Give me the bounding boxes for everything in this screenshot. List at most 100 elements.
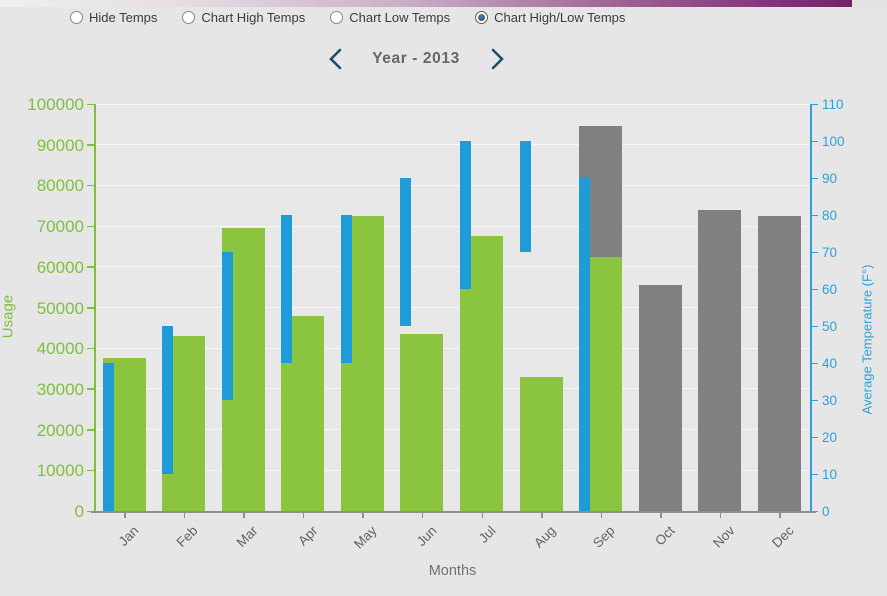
x-axis-line xyxy=(91,511,816,513)
plot-area xyxy=(95,103,810,511)
right-axis-tick-label: 30 xyxy=(822,393,838,408)
gridline xyxy=(95,388,810,390)
left-axis-tick xyxy=(87,469,94,472)
right-axis-tick xyxy=(812,436,818,438)
left-axis-tick xyxy=(87,388,94,390)
radio-label: Chart High Temps xyxy=(201,10,306,25)
window-accent-gradient-bar-end xyxy=(852,0,887,7)
left-axis-tick xyxy=(87,103,94,105)
gridline xyxy=(95,144,810,146)
year-title: Year - 2013 xyxy=(372,50,460,67)
left-axis-tick xyxy=(87,144,94,146)
temp-range-bar-feb xyxy=(162,326,174,474)
left-axis-tick-label: 60000 xyxy=(36,257,84,277)
radio-chart-low-temps[interactable]: Chart Low Temps xyxy=(330,10,450,25)
left-axis-tick xyxy=(87,307,94,309)
no-temp-usage-bar-oct xyxy=(638,285,682,511)
right-axis-tick xyxy=(812,399,818,401)
chevron-right-icon[interactable] xyxy=(487,46,507,72)
left-axis-tick-label: 100000 xyxy=(27,95,84,114)
right-axis-tick xyxy=(812,325,818,327)
gridline xyxy=(95,429,810,431)
temp-range-bar-apr xyxy=(281,215,293,363)
right-axis-tick xyxy=(812,214,818,216)
x-axis-tick xyxy=(600,513,603,518)
x-axis-tick xyxy=(421,513,424,518)
x-axis-tick xyxy=(302,513,305,518)
right-axis-tick xyxy=(812,362,818,364)
year-navigator: Year - 2013 xyxy=(325,44,507,74)
radio-chart-high-temps[interactable]: Chart High Temps xyxy=(182,10,305,25)
radio-icon xyxy=(70,11,83,24)
no-temp-usage-bar-nov xyxy=(698,209,742,511)
left-axis-tick xyxy=(87,184,94,187)
temp-range-bar-may xyxy=(340,215,352,363)
right-axis-tick-label: 90 xyxy=(822,171,838,186)
right-axis-tick xyxy=(812,288,818,290)
right-axis-tick-label: 20 xyxy=(822,430,838,445)
left-axis-tick-label: 40000 xyxy=(36,339,84,359)
usage-bar-jun xyxy=(400,333,444,511)
right-axis-title: Average Temperature (F°) xyxy=(859,264,875,415)
left-axis-tick xyxy=(87,510,94,512)
x-axis-tick xyxy=(719,513,722,518)
temp-range-bar-aug xyxy=(519,141,531,252)
right-axis-tick-label: 40 xyxy=(822,356,838,371)
right-axis-tick xyxy=(812,251,818,253)
x-axis-tick xyxy=(124,513,126,518)
no-temp-usage-bar-dec xyxy=(757,215,801,511)
left-axis-tick-label: 20000 xyxy=(36,420,84,440)
right-axis-tick-label: 60 xyxy=(822,282,838,297)
temp-range-bar-mar xyxy=(221,252,233,400)
left-axis-line xyxy=(94,104,96,512)
left-axis-tick xyxy=(87,347,94,350)
gridline xyxy=(95,347,810,349)
x-axis-tick xyxy=(243,513,245,518)
chevron-left-icon[interactable] xyxy=(325,46,345,72)
radio-label: Chart Low Temps xyxy=(349,10,451,25)
left-axis-tick xyxy=(87,266,94,268)
left-axis-title: Usage xyxy=(0,294,17,339)
temp-range-bar-jul xyxy=(460,141,471,289)
usage-bar-aug xyxy=(519,376,563,511)
left-axis-tick-label: 30000 xyxy=(36,379,84,399)
left-axis-tick-label: 50000 xyxy=(36,298,84,318)
radio-icon xyxy=(475,11,489,24)
right-axis-line xyxy=(810,104,812,512)
radio-hide-temps[interactable]: Hide Temps xyxy=(70,10,157,25)
right-axis-tick-label: 0 xyxy=(822,504,830,519)
right-axis-tick-label: 80 xyxy=(822,208,838,223)
right-axis-tick-label: 110 xyxy=(822,97,844,112)
right-axis-tick-label: 10 xyxy=(822,467,838,482)
gridline xyxy=(95,103,810,105)
gridline xyxy=(95,225,810,227)
temp-range-bar-sep xyxy=(579,178,591,511)
gridline xyxy=(95,307,810,308)
x-axis-tick xyxy=(362,513,364,518)
left-axis-tick xyxy=(87,429,94,431)
radio-chart-high-low-temps[interactable]: Chart High/Low Temps xyxy=(475,10,625,25)
x-axis-tick xyxy=(779,513,781,518)
left-axis-tick-label: 0 xyxy=(74,502,84,521)
radio-label: Chart High/Low Temps xyxy=(494,10,626,25)
x-axis-tick xyxy=(541,513,543,518)
gridline xyxy=(95,469,810,471)
right-axis-tick-label: 70 xyxy=(822,245,838,260)
usage-temperature-chart: 0 10000 20000 30000 40000 50000 60000 70000 8000… xyxy=(0,84,887,596)
right-axis-tick xyxy=(812,473,818,475)
window-accent-gradient-bar xyxy=(0,0,852,7)
right-axis-tick-label: 50 xyxy=(822,319,838,334)
radio-label: Hide Temps xyxy=(89,10,158,25)
temp-display-options: Hide Temps Chart High Temps Chart Low Te… xyxy=(70,10,625,25)
x-axis-tick xyxy=(481,513,484,518)
right-axis-tick-label: 100 xyxy=(822,134,845,149)
x-axis-tick xyxy=(183,513,186,518)
x-axis-tick xyxy=(660,513,662,518)
x-axis-title: Months xyxy=(428,563,477,579)
left-axis-tick-label: 10000 xyxy=(36,461,84,481)
left-axis-tick-label: 70000 xyxy=(36,217,84,237)
radio-icon xyxy=(182,11,196,24)
radio-icon xyxy=(330,11,344,24)
left-axis-tick-label: 90000 xyxy=(36,135,84,155)
right-axis-tick xyxy=(812,177,818,179)
